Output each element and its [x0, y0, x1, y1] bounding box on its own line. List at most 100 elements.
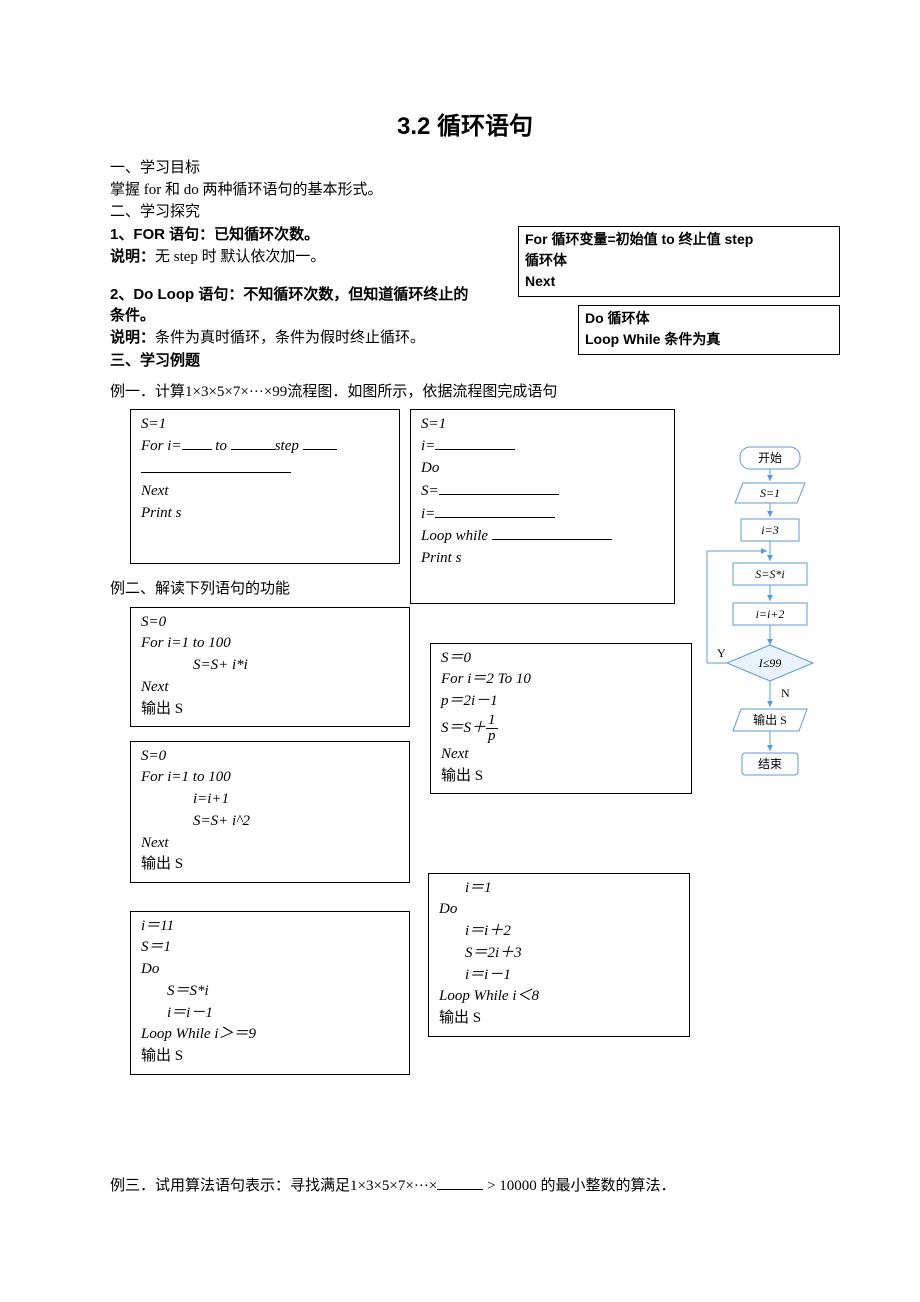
syntax-for-box: For 循环变量=初始值 to 终止值 step 循环体 Next — [518, 226, 840, 297]
l: 输出 S — [141, 1046, 399, 1068]
ex3-label-b: 的最小整数的算法． — [541, 1178, 676, 1194]
l: i＝11 — [141, 916, 399, 938]
l: Next — [141, 833, 399, 855]
ex1-do-l5: i= — [421, 503, 664, 526]
ex1-do-l7: Print s — [421, 548, 664, 570]
ex1-label: 例一．计算1×3×5×7×···×99流程图．如图所示，依据流程图完成语句 — [110, 382, 820, 403]
l: S=S+ i^2 — [141, 811, 399, 833]
ex1-do-l2t: i= — [421, 438, 435, 454]
l: S＝0 — [441, 648, 681, 670]
for-note-prefix: 说明： — [110, 248, 155, 265]
ex1-label-b: 流程图．如图所示，依据流程图完成语句 — [287, 384, 557, 400]
flowchart: 开始 S=1 i=3 S=S*i i=i+2 I≤99 Y — [695, 445, 845, 805]
l: Loop While i＞＝9 — [141, 1024, 399, 1046]
ex1-for-l2a: For i= — [141, 438, 182, 454]
l: p＝2i－1 — [441, 691, 681, 713]
ex3-label: 例三．试用算法语句表示：寻找满足1×3×5×7×···× > 10000 的最小… — [110, 1175, 820, 1197]
fc-cond: I≤99 — [758, 656, 782, 670]
ex1-for-l3 — [141, 458, 389, 481]
l: S=0 — [141, 612, 399, 634]
l: S＝2i＋3 — [439, 943, 679, 965]
fc-b4: i=i+2 — [756, 607, 785, 621]
ex1-label-a: 例一．计算 — [110, 384, 185, 400]
ex1-do-l3: Do — [421, 458, 664, 480]
l: S＝S＋1p — [441, 713, 681, 744]
fc-start: 开始 — [758, 451, 782, 465]
fraction: 1p — [486, 713, 498, 744]
l: Loop While i＜8 — [439, 986, 679, 1008]
syntax-boxes: For 循环变量=初始值 to 终止值 step 循环体 Next Do 循环体… — [518, 226, 840, 363]
l: Next — [441, 744, 681, 766]
ex1-for-l4: Next — [141, 481, 389, 503]
blank — [437, 1175, 483, 1190]
ex2d-l4a: S＝S＋ — [441, 720, 486, 736]
fc-y: Y — [717, 646, 726, 660]
l: i＝i＋2 — [439, 921, 679, 943]
ex2-box-e: i＝1 Do i＝i＋2 S＝2i＋3 i＝i－1 Loop While i＜8… — [428, 873, 690, 1037]
ex2-box-c: i＝11 S＝1 Do S＝S*i i＝i－1 Loop While i＞＝9 … — [130, 911, 410, 1075]
ex1-for-l5: Print s — [141, 503, 389, 525]
ex2-box-a: S=0 For i=1 to 100 S=S+ i*i Next 输出 S — [130, 607, 410, 728]
l: Do — [439, 899, 679, 921]
ex1-for-l2b: to — [212, 438, 231, 454]
ex1-do-box: S=1 i= Do S= i= Loop while Print s — [410, 409, 675, 604]
ex3-expr-a: 1×3×5×7×···× — [350, 1178, 437, 1194]
page: 3.2 循环语句 一、学习目标 掌握 for 和 do 两种循环语句的基本形式。… — [0, 0, 920, 1258]
ex2-box-d: S＝0 For i＝2 To 10 p＝2i－1 S＝S＋1p Next 输出 … — [430, 643, 692, 795]
page-title: 3.2 循环语句 — [110, 110, 820, 144]
fc-end: 结束 — [758, 757, 782, 771]
l: S=S+ i*i — [141, 655, 399, 677]
syntax-do-box: Do 循环体 Loop While 条件为真 — [578, 305, 840, 355]
blank — [439, 480, 559, 495]
ex1-for-l1: S=1 — [141, 414, 389, 436]
ex1-for-l2: For i= to step — [141, 435, 389, 458]
fc-b1: S=1 — [760, 486, 780, 500]
fc-n: N — [781, 686, 790, 700]
syntax-for-l1: For 循环变量=初始值 to 终止值 step — [525, 229, 833, 250]
l: S=0 — [141, 746, 399, 768]
do-stmt-label: 2、Do Loop 语句：不知循环次数，但知道循环终止的条件。 — [110, 284, 470, 326]
blank — [435, 503, 555, 518]
for-note-body: 无 step 时 默认依次加一。 — [155, 249, 325, 265]
blank — [492, 525, 612, 540]
ex1-do-l4: S= — [421, 480, 664, 503]
l: S＝1 — [141, 937, 399, 959]
l: 输出 S — [439, 1008, 679, 1030]
l: For i=1 to 100 — [141, 767, 399, 789]
frac-num: 1 — [486, 713, 498, 729]
l: i=i+1 — [141, 789, 399, 811]
l: i＝i－1 — [439, 965, 679, 987]
syntax-do-l1: Do 循环体 — [585, 308, 833, 329]
ex1-do-l1: S=1 — [421, 414, 664, 436]
blank — [303, 435, 337, 450]
l: 输出 S — [441, 766, 681, 788]
section-1-body: 掌握 for 和 do 两种循环语句的基本形式。 — [110, 180, 820, 201]
ex1-for-l2c: step — [275, 438, 303, 454]
l: 输出 S — [141, 854, 399, 876]
l: For i＝2 To 10 — [441, 669, 681, 691]
ex3-label-a: 例三．试用算法语句表示：寻找满足 — [110, 1178, 350, 1194]
ex1-do-l4t: S= — [421, 483, 439, 499]
section-2-heading: 二、学习探究 — [110, 202, 820, 223]
ex1-do-l6: Loop while — [421, 525, 664, 548]
blank — [435, 435, 515, 450]
ex1-do-l5t: i= — [421, 506, 435, 522]
syntax-do-l2: Loop While 条件为真 — [585, 329, 833, 350]
syntax-for-l3: Next — [525, 271, 833, 292]
l: Do — [141, 959, 399, 981]
l: Next — [141, 677, 399, 699]
l: For i=1 to 100 — [141, 633, 399, 655]
do-note-prefix: 说明： — [110, 329, 155, 346]
fc-b2: i=3 — [761, 523, 778, 537]
blank — [141, 458, 291, 473]
ex3-expr-b: > 10000 — [483, 1178, 536, 1194]
ex1-do-l6t: Loop while — [421, 528, 492, 544]
ex2-box-b: S=0 For i=1 to 100 i=i+1 S=S+ i^2 Next 输… — [130, 741, 410, 884]
syntax-for-l2: 循环体 — [525, 250, 833, 271]
l: 输出 S — [141, 699, 399, 721]
ex1-expr: 1×3×5×7×···×99 — [185, 384, 287, 400]
do-note-body: 条件为真时循环，条件为假时终止循环。 — [155, 330, 425, 346]
l: S＝S*i — [141, 981, 399, 1003]
l: i＝i－1 — [141, 1003, 399, 1025]
l: i＝1 — [439, 878, 679, 900]
